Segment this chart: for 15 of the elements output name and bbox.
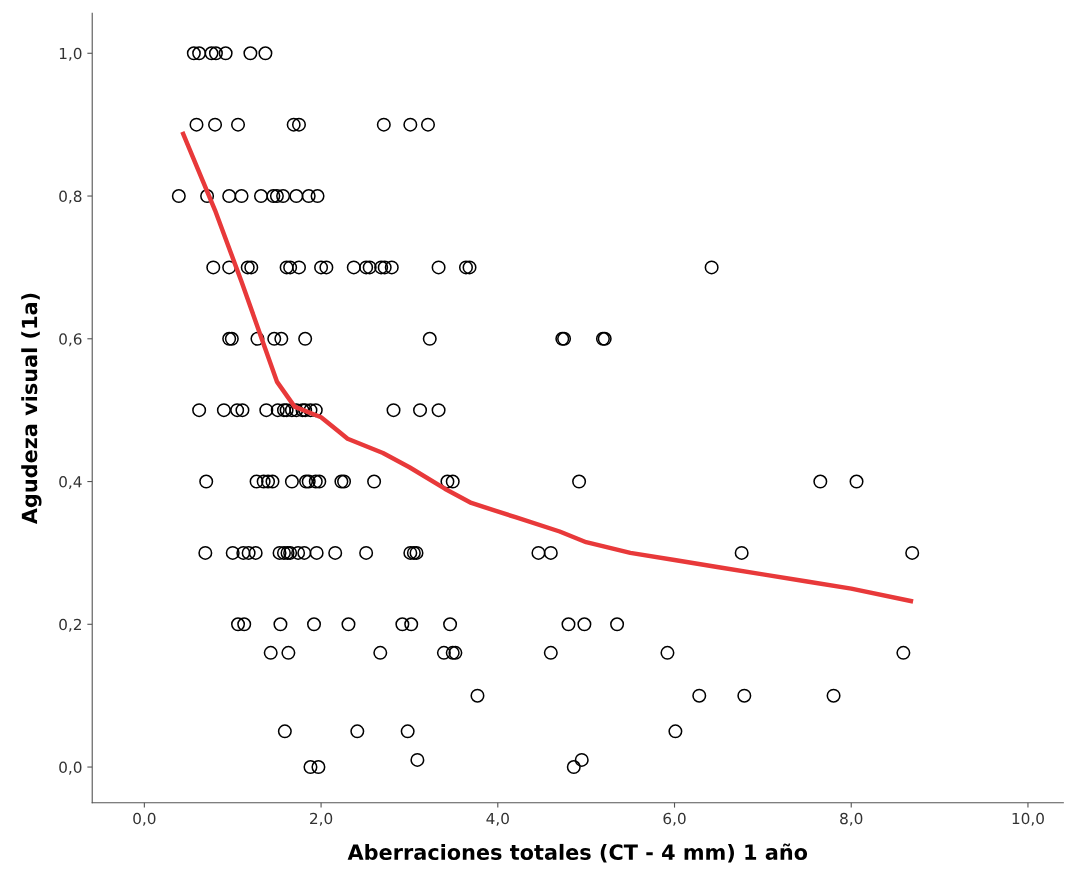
y-tick-label: 1,0 xyxy=(59,47,82,61)
x-tick-label: 0,0 xyxy=(133,812,156,826)
y-tick-label: 0,2 xyxy=(59,618,81,632)
x-tick-label: 2,0 xyxy=(310,812,333,826)
y-tick-label: 0,8 xyxy=(59,190,82,204)
x-tick-label: 4,0 xyxy=(486,812,509,826)
x-axis-title: Aberraciones totales (CT - 4 mm) 1 año xyxy=(347,843,808,863)
y-tick-label: 0,0 xyxy=(59,761,82,775)
line-series xyxy=(180,129,916,604)
x-tick-label: 8,0 xyxy=(840,812,863,826)
x-tick-label: 6,0 xyxy=(663,812,686,826)
y-tick-label: 0,6 xyxy=(59,333,82,347)
x-tick-label: 10,0 xyxy=(1012,812,1044,826)
y-axis-title: Agudeza visual (1a) xyxy=(21,293,42,525)
y-tick-label: 0,4 xyxy=(59,476,82,490)
